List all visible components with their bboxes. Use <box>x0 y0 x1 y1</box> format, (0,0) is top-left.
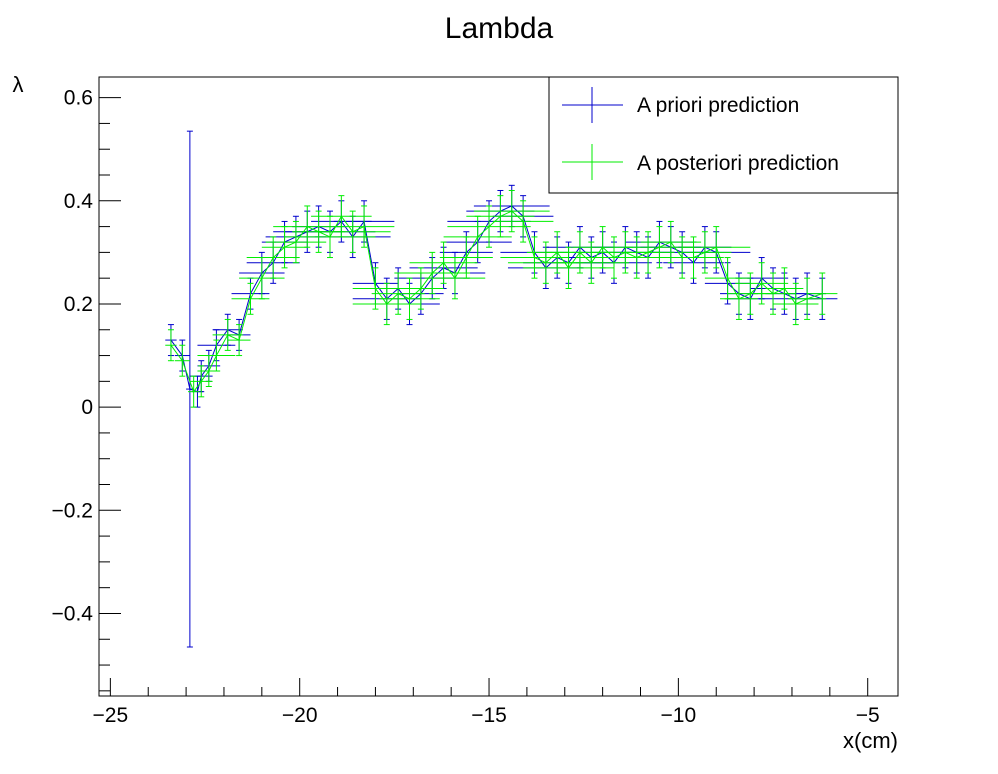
data-point <box>424 257 486 300</box>
series-line <box>170 210 823 393</box>
data-series <box>165 130 838 648</box>
data-point <box>523 246 614 289</box>
data-point <box>212 318 243 351</box>
legend-entry-posteriori: A posteriori prediction <box>562 144 839 180</box>
y-axis-label: λ <box>13 72 24 97</box>
data-point <box>663 236 724 279</box>
data-point <box>197 339 236 372</box>
data-point <box>165 329 177 362</box>
data-point <box>371 272 425 315</box>
data-point <box>788 277 827 320</box>
data-point <box>273 205 342 248</box>
data-point <box>466 195 535 238</box>
y-tick-label: 0.2 <box>64 293 93 316</box>
data-point <box>750 272 796 315</box>
y-tick-label: 0.6 <box>64 87 93 110</box>
data-point <box>473 189 550 233</box>
data-point <box>333 205 395 248</box>
data-point <box>439 236 493 279</box>
data-point <box>227 324 251 357</box>
data-point <box>314 210 391 253</box>
y-tick-label: −0.2 <box>52 499 93 522</box>
y-tick-label: 0.4 <box>64 190 94 213</box>
legend-box <box>548 76 899 194</box>
data-point <box>500 236 569 279</box>
data-point <box>572 226 633 269</box>
legend: A priori prediction A posteriori predict… <box>548 76 899 194</box>
data-point <box>492 200 554 243</box>
data-point <box>807 272 838 315</box>
y-tick-label: 0 <box>81 396 93 419</box>
data-point <box>352 282 421 326</box>
axis-ticks: −25 −20 −15 −10 −5 −0.4 −0.2 0 0.2 0.4 0.6 <box>52 87 880 727</box>
data-point <box>239 257 285 300</box>
data-point <box>773 282 819 326</box>
data-point <box>311 195 372 238</box>
legend-label-priori: A priori prediction <box>637 94 799 117</box>
x-tick-label: −10 <box>661 704 697 727</box>
data-point <box>735 262 789 305</box>
legend-entry-priori: A priori prediction <box>562 87 799 123</box>
x-tick-label: −5 <box>856 704 880 727</box>
data-point <box>352 267 399 310</box>
data-point <box>447 205 531 248</box>
legend-label-posteriori: A posteriori prediction <box>637 152 839 175</box>
data-point <box>720 277 758 320</box>
data-point <box>409 241 478 284</box>
data-point <box>265 220 327 264</box>
data-point <box>379 277 440 320</box>
x-tick-label: −20 <box>282 704 318 727</box>
data-point <box>246 236 300 279</box>
series-1 <box>165 189 838 408</box>
y-tick-label: −0.4 <box>52 602 94 625</box>
chart-title: Lambda <box>445 12 554 45</box>
x-axis-label: x(cm) <box>843 728 898 753</box>
data-point <box>398 267 444 310</box>
data-point <box>704 257 751 300</box>
data-point <box>553 241 630 284</box>
x-tick-label: −25 <box>93 704 129 727</box>
data-point <box>284 215 376 259</box>
data-point <box>621 231 675 274</box>
x-tick-label: −15 <box>471 704 507 727</box>
data-point <box>394 251 471 295</box>
data-point <box>682 226 751 269</box>
data-point <box>640 220 702 264</box>
series-0 <box>165 130 838 648</box>
data-point <box>678 231 732 274</box>
plot-frame <box>98 76 899 697</box>
data-point <box>261 226 308 269</box>
data-point <box>174 344 190 377</box>
data-point <box>765 267 804 310</box>
